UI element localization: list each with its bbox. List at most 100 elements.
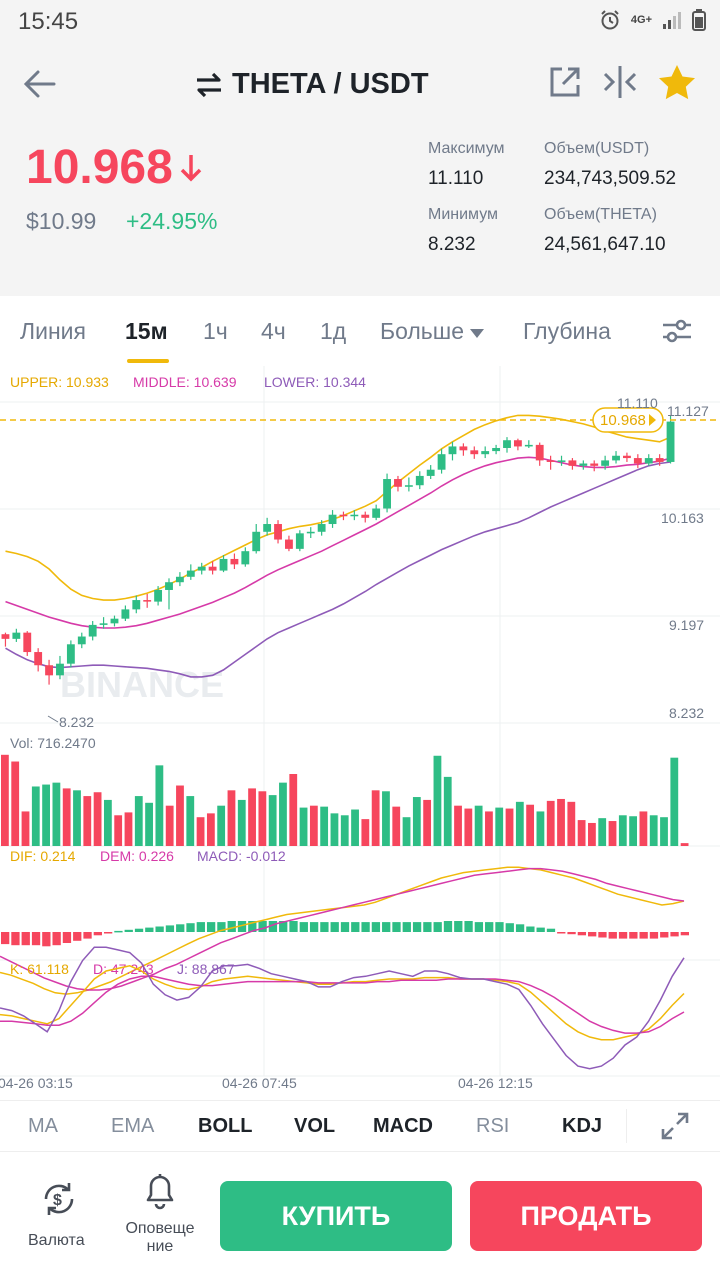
share-icon[interactable]: [548, 65, 582, 99]
indicator-ema[interactable]: EMA: [111, 1115, 155, 1137]
candle-body: [230, 558, 239, 565]
candle-body: [295, 533, 304, 549]
volume-bar: [361, 819, 370, 846]
candle-body: [383, 479, 391, 509]
boll-middle-line: [5, 456, 671, 629]
candle-body: [23, 632, 32, 653]
usd-price: $10.99: [26, 208, 97, 234]
interval-tabs: Линия 15м 1ч 4ч 1д Больше Глубина: [0, 296, 720, 366]
volume-bar: [217, 805, 226, 846]
min-price-marker: 8.232: [59, 714, 94, 730]
volume-bar: [495, 807, 504, 846]
macd-histogram-bar: [618, 932, 628, 939]
time-label-3: 04-26 12:15: [458, 1075, 533, 1091]
vol-usdt-value: 234,743,509.52: [544, 168, 677, 189]
macd-histogram-bar: [289, 921, 298, 932]
currency-convert-icon[interactable]: $: [40, 1180, 78, 1218]
volume-bar: [670, 757, 679, 846]
volume-bar: [608, 821, 617, 846]
tab-line[interactable]: Линия: [20, 318, 86, 344]
candle-body: [154, 589, 163, 602]
macd-histogram-bar: [134, 928, 144, 932]
bell-icon[interactable]: [142, 1170, 178, 1210]
volume-bar: [196, 817, 205, 846]
macd-histogram-bar: [361, 922, 370, 932]
price-axis-l2: 9.197: [669, 617, 704, 633]
volume-bars: [1, 754, 689, 846]
tab-1h[interactable]: 1ч: [203, 318, 228, 344]
candle-body: [252, 531, 261, 552]
compare-icon[interactable]: [602, 64, 638, 100]
price-axis-max: 11.110: [617, 395, 658, 411]
kline-chart[interactable]: BINANCE UPPER: 10.933 MIDDLE: 10.639 LOW…: [0, 366, 720, 1096]
watermark-text: BINANCE: [60, 664, 224, 705]
macd-histogram-bar: [237, 921, 247, 932]
volume-bar: [588, 822, 596, 846]
currency-label[interactable]: Валюта: [28, 1232, 85, 1249]
chart-settings-icon[interactable]: [662, 318, 692, 344]
macd-histogram-bar: [557, 932, 566, 934]
sell-button[interactable]: ПРОДАТЬ: [470, 1181, 702, 1251]
macd-histogram-bar: [217, 922, 226, 932]
macd-histogram-bar: [83, 932, 92, 939]
tab-1d[interactable]: 1д: [320, 318, 347, 344]
candle-body: [34, 652, 43, 666]
candle-body: [110, 618, 119, 624]
macd-histogram-bar: [309, 922, 319, 932]
tab-more[interactable]: Больше: [380, 318, 485, 345]
volume-bar: [93, 792, 102, 846]
candle-body: [328, 514, 337, 525]
price-axis-l3: 8.232: [669, 705, 704, 721]
network-type: 4G+: [630, 14, 652, 26]
volume-bar: [21, 811, 30, 846]
volume-bar: [577, 820, 586, 846]
indicator-kdj[interactable]: KDJ: [562, 1115, 603, 1137]
candle-body: [513, 440, 522, 447]
candle-body: [306, 531, 315, 534]
alert-label[interactable]: Оповеще ние: [120, 1220, 200, 1256]
kdj-layer: [0, 946, 685, 1070]
indicator-boll[interactable]: BOLL: [198, 1115, 253, 1137]
volume-bar: [443, 776, 452, 846]
candle-body: [666, 421, 675, 462]
indicator-macd[interactable]: MACD: [373, 1115, 433, 1137]
candle-body: [448, 446, 457, 455]
pair-title[interactable]: THETA / USDT: [194, 68, 429, 101]
candle-body: [361, 514, 370, 518]
buy-button[interactable]: КУПИТЬ: [220, 1181, 452, 1251]
macd-histogram-bar: [103, 932, 113, 934]
macd-histogram-bar: [31, 932, 41, 946]
macd-histogram-bar: [11, 932, 20, 946]
macd-histogram-bar: [165, 925, 175, 932]
macd-histogram-bar: [485, 922, 494, 932]
macd-histogram-bar: [93, 932, 102, 936]
bottom-action-bar: $ Валюта Оповеще ние КУПИТЬ ПРОДАТЬ: [0, 1152, 720, 1280]
back-arrow-icon[interactable]: [20, 64, 60, 104]
fullscreen-icon[interactable]: [660, 1111, 690, 1141]
volume-bar: [423, 799, 432, 846]
candle-body: [415, 475, 424, 486]
tab-depth[interactable]: Глубина: [523, 318, 611, 344]
volume-bar: [485, 811, 493, 846]
candle-body: [45, 665, 53, 676]
macd-histogram-bar: [279, 921, 288, 932]
tab-15m[interactable]: 15м: [125, 318, 168, 344]
volume-bar: [629, 816, 638, 846]
pair-name: THETA / USDT: [232, 68, 429, 100]
indicator-rsi[interactable]: RSI: [476, 1115, 510, 1137]
candle-body: [503, 440, 511, 448]
boll-middle-legend: MIDDLE: 10.639: [133, 374, 237, 390]
macd-histogram-bar: [73, 932, 82, 941]
high-label: Максимум: [428, 140, 505, 157]
indicator-divider: [626, 1109, 627, 1143]
tab-4h[interactable]: 4ч: [261, 318, 286, 344]
candle-body: [394, 479, 402, 487]
volume-bar: [330, 813, 339, 846]
macd-histogram-bar: [546, 928, 556, 932]
favorite-star-icon[interactable]: [658, 64, 696, 100]
indicator-ma[interactable]: MA: [28, 1115, 58, 1137]
indicator-vol[interactable]: VOL: [294, 1115, 336, 1137]
volume-bar: [62, 788, 71, 846]
low-label: Минимум: [428, 206, 499, 223]
candle-body: [481, 451, 490, 455]
